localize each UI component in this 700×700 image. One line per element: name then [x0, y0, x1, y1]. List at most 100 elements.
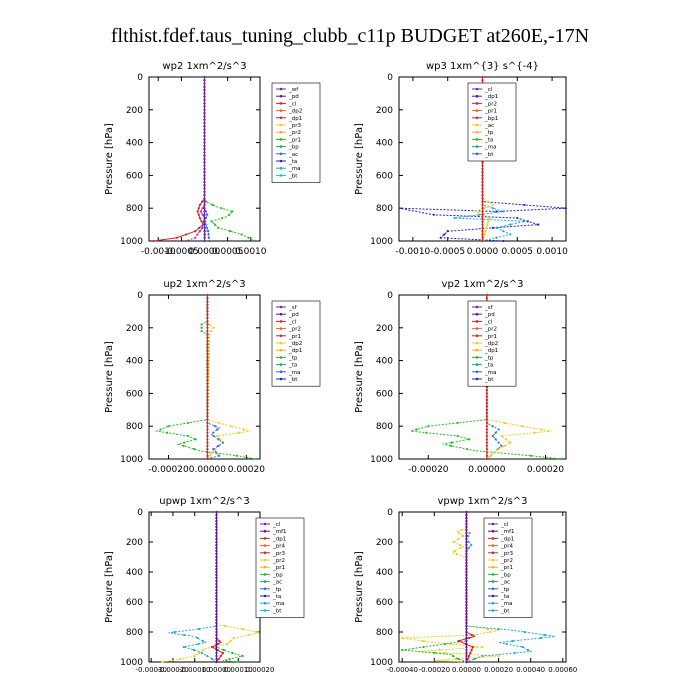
legend-label: _dp1	[272, 536, 286, 542]
series-marker-pr2	[197, 651, 201, 655]
series-marker-mf1	[215, 516, 218, 520]
legend-marker	[491, 558, 495, 562]
series-marker-cl	[206, 352, 209, 356]
series-marker-mf1	[465, 543, 468, 547]
series-marker-dp2	[193, 448, 196, 451]
series-marker-ta	[509, 223, 512, 226]
series-marker-pd	[203, 108, 206, 111]
series-marker-pr2	[458, 543, 462, 547]
series-marker-cl	[206, 307, 209, 310]
series-marker-tp	[200, 651, 203, 655]
legend-marker	[475, 152, 479, 156]
series-marker-pr2	[422, 639, 425, 643]
series-marker-mf1	[215, 579, 218, 583]
series-marker-ma	[208, 239, 211, 243]
legend-marker	[279, 109, 283, 112]
legend-marker	[263, 609, 267, 612]
legend-marker	[263, 522, 267, 526]
series-marker-cl	[485, 431, 488, 434]
series-marker-cl	[206, 441, 209, 444]
series-marker-pd	[203, 131, 206, 134]
series-marker-pd	[203, 148, 206, 151]
series-marker-cl	[485, 405, 488, 408]
series-marker-mf1	[215, 630, 218, 634]
series-marker-mf1	[215, 651, 218, 655]
series-marker-cl	[485, 415, 488, 418]
series-marker-ma	[206, 213, 209, 216]
series-marker-dp1	[481, 180, 484, 184]
legend-marker	[491, 551, 495, 555]
series-marker-pr2	[216, 434, 219, 438]
legend-label: _tp	[484, 130, 494, 136]
series-line-pr2	[486, 295, 552, 460]
legend-marker	[263, 601, 267, 605]
series-marker-mf1	[215, 639, 218, 643]
series-marker-mf1	[465, 648, 468, 652]
legend-marker	[279, 94, 283, 98]
series-marker-pr2	[229, 425, 232, 428]
series-marker-pd	[203, 171, 206, 174]
y-tick-label: 400	[376, 357, 393, 367]
series-marker-pr2	[238, 431, 241, 434]
x-tick-label: -0.00010	[179, 666, 210, 674]
legend-label: _pr4	[272, 544, 286, 550]
series-marker-pr3	[201, 223, 205, 226]
series-marker-dp2	[456, 421, 459, 425]
legend-label: _bt	[484, 152, 494, 158]
series-marker-pd	[203, 144, 206, 147]
series-marker-dp1	[152, 239, 155, 243]
series-marker-tp	[216, 428, 219, 431]
x-tick-label: 0.0010	[536, 247, 568, 257]
series-marker-cl	[206, 395, 209, 398]
series-marker-dp1	[470, 633, 473, 637]
series-marker-tp	[206, 654, 209, 658]
panel-6: vpwp 1xm^2/s^3 Pressure [hPa] 0 200 400 600 80…	[354, 496, 577, 674]
series-marker-dp1	[217, 657, 220, 661]
series-marker-tp	[221, 441, 225, 444]
legend-marker	[263, 551, 267, 555]
series-marker-tp	[537, 223, 540, 226]
series-marker-pd	[203, 118, 206, 121]
series-marker-dp2	[415, 428, 418, 431]
series-marker-mf1	[215, 522, 218, 526]
series-marker-dp1	[219, 654, 222, 658]
series-marker-bp	[254, 239, 257, 243]
series-marker-mf1	[215, 588, 218, 592]
series-marker-dp2	[200, 329, 203, 333]
series-marker-pd	[203, 239, 206, 243]
series-marker-mf1	[465, 555, 468, 559]
series-line-bp	[216, 512, 245, 663]
series-marker-dp1	[481, 213, 484, 216]
series-marker-dp1	[481, 223, 484, 226]
legend-label: _pr1	[288, 334, 301, 340]
series-marker-mf1	[215, 519, 218, 523]
legend-marker	[475, 363, 479, 366]
legend-label: _ac	[272, 580, 282, 586]
series-marker-tp	[523, 630, 526, 634]
series-line-tp	[206, 295, 224, 460]
legend-marker	[263, 558, 267, 562]
series-marker-pd	[203, 177, 206, 180]
series-marker-cl	[206, 369, 209, 372]
series-marker-pd	[203, 154, 206, 157]
series-marker-pr2	[218, 421, 221, 425]
series-marker-cl	[206, 428, 209, 431]
legend-marker	[475, 327, 479, 330]
series-marker-mf1	[215, 558, 218, 562]
y-tick-label: 0	[137, 291, 143, 301]
series-marker-pr2	[208, 339, 211, 343]
series-marker-pd	[203, 174, 206, 177]
x-tick-label: -0.0005	[430, 247, 465, 257]
legend-label: _pd	[288, 94, 299, 100]
series-marker-dp1	[201, 200, 204, 203]
series-marker-dp1	[468, 636, 471, 640]
series-marker-bp	[433, 651, 436, 655]
series-marker-tp	[468, 531, 471, 535]
series-marker-cl	[206, 405, 209, 408]
series-marker-mf1	[465, 657, 468, 661]
plot-frame	[398, 294, 567, 460]
series-marker-pr2	[241, 627, 244, 631]
series-marker-bp	[221, 216, 224, 220]
series-marker-pd	[203, 187, 206, 190]
series-marker-pd	[203, 98, 206, 102]
